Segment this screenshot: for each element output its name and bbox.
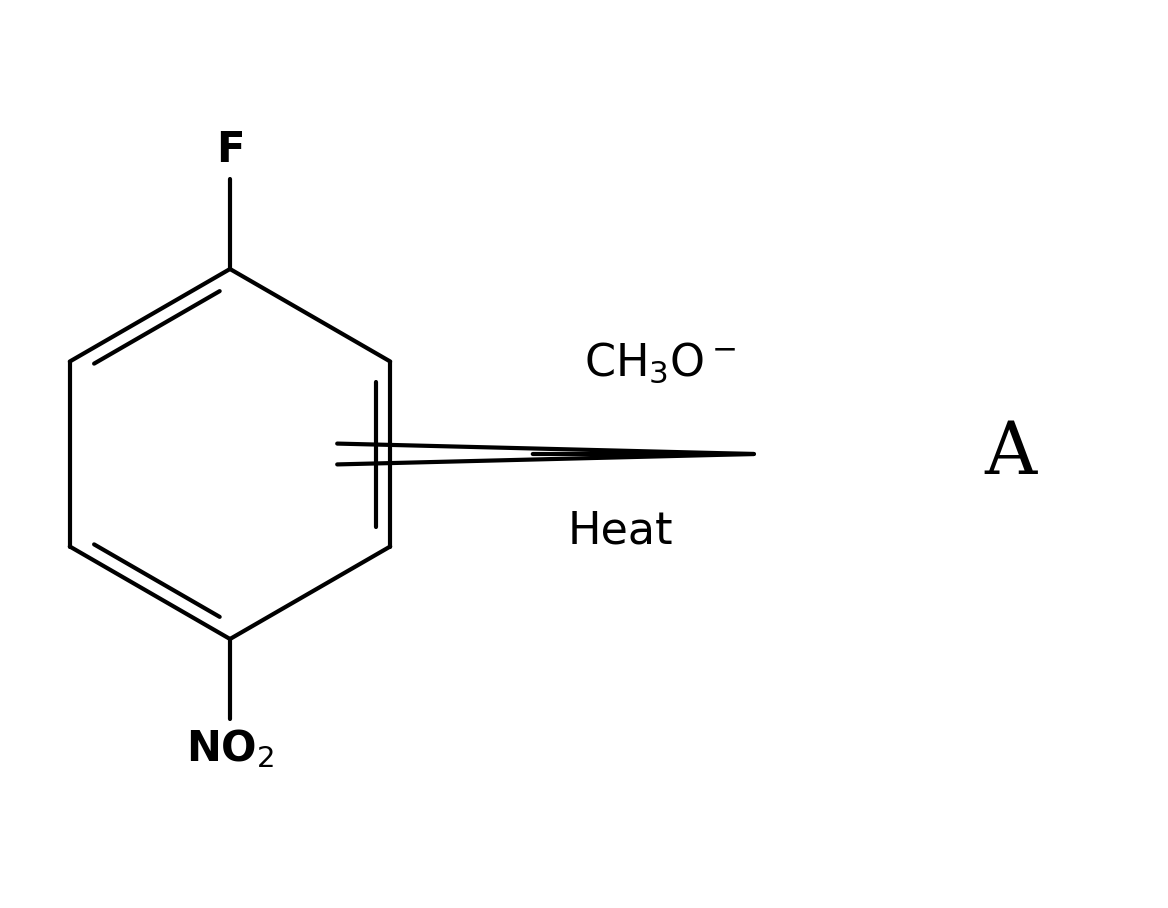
Text: CH$_3$O$^-$: CH$_3$O$^-$ xyxy=(584,340,736,385)
Text: A: A xyxy=(983,419,1036,489)
Text: NO$_2$: NO$_2$ xyxy=(186,727,274,770)
Text: F: F xyxy=(216,129,244,171)
Text: Heat: Heat xyxy=(568,510,673,553)
